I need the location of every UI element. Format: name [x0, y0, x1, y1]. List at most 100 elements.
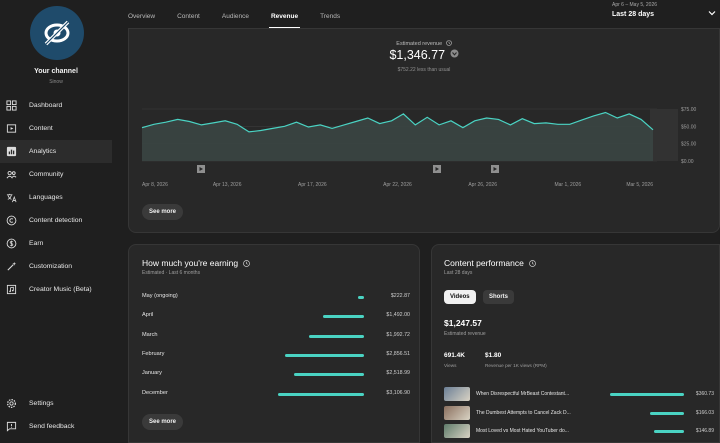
earnings-month: April: [142, 312, 154, 319]
earnings-row: January $2,518.99: [142, 370, 410, 380]
sidebar-item-label: Send feedback: [29, 423, 75, 430]
performance-subtitle: Last 28 days: [444, 270, 473, 276]
sidebar-item-content[interactable]: Content: [0, 117, 112, 140]
channel-name: Your channel: [34, 68, 78, 75]
music-icon: [6, 284, 17, 295]
tab-overview[interactable]: Overview: [128, 13, 156, 20]
sidebar-item-label: Content detection: [29, 217, 83, 224]
earnings-subtitle: Estimated · Last 6 months: [142, 270, 201, 276]
earnings-bar: [357, 296, 364, 299]
video-thumbnail[interactable]: [444, 387, 470, 401]
chip-videos[interactable]: Videos: [444, 290, 476, 304]
x-tick-label: Apr 13, 2026: [213, 182, 242, 188]
video-title[interactable]: The Dumbest Attempts to Cancel Zack D...: [476, 409, 571, 416]
sidebar-item-languages[interactable]: Languages: [0, 186, 112, 209]
sidebar-item-community[interactable]: Community: [0, 163, 112, 186]
date-range-text[interactable]: Apr 6 – May 5, 2026: [612, 2, 658, 8]
gear-icon: [7, 399, 16, 408]
estimated-revenue-value: $1,346.77: [129, 48, 719, 62]
y-axis-ticks: $75.00 $50.00 $25.00 $0.00: [681, 107, 697, 165]
earnings-month: March: [142, 331, 158, 338]
video-thumbnail[interactable]: [444, 405, 470, 420]
sidebar-item-label: Earn: [29, 240, 44, 247]
sidebar-item-send-feedback[interactable]: Send feedback: [0, 415, 112, 438]
estimated-revenue-label-text: Estimated revenue: [396, 41, 443, 47]
video-marker-icon[interactable]: [197, 165, 205, 173]
earnings-bar: [278, 392, 364, 396]
decrease-indicator-icon: [450, 49, 459, 58]
sidebar-item-label: Analytics: [29, 148, 57, 155]
sidebar-item-label: Languages: [29, 194, 63, 201]
performance-title: Content performance: [444, 258, 536, 268]
info-icon[interactable]: [445, 40, 452, 46]
earnings-card: How much you're earning Estimated · Last…: [128, 244, 420, 443]
see-more-revenue-button[interactable]: See more: [142, 204, 184, 220]
earnings-value: $3,106.90: [386, 389, 410, 396]
earnings-month: January: [142, 370, 162, 377]
x-tick-label: Apr 17, 2026: [298, 182, 327, 188]
sidebar: Your channel Sinow Dashboard Content Ana…: [0, 0, 118, 443]
revenue-comparison: $752.22 less than usual: [397, 67, 451, 73]
x-tick-label: Mar 1, 2026: [554, 182, 581, 188]
video-marker-icon[interactable]: [433, 165, 441, 173]
video-marker-icon[interactable]: [491, 165, 499, 173]
video-row[interactable]: Most Loved vs Most Hated YouTuber do... $…: [444, 424, 714, 438]
x-tick-label: Mar 5, 2026: [626, 182, 653, 188]
avatar[interactable]: [30, 6, 84, 60]
y-tick-label: $75.00: [681, 107, 697, 113]
earnings-value: $1,992.72: [386, 331, 410, 338]
x-tick-label: Apr 22, 2026: [383, 182, 412, 188]
tab-audience[interactable]: Audience: [221, 13, 249, 20]
chip-shorts[interactable]: Shorts: [483, 290, 515, 304]
info-icon[interactable]: [529, 259, 536, 267]
video-revenue-value: $146.89: [695, 428, 714, 434]
see-more-earnings-button[interactable]: See more: [142, 414, 184, 430]
sidebar-item-label: Community: [29, 171, 64, 178]
video-row[interactable]: The Dumbest Attempts to Cancel Zack D...…: [444, 405, 714, 420]
revenue-area-fill: [142, 112, 653, 161]
performance-title-text: Content performance: [444, 258, 524, 268]
earnings-row: February $2,856.51: [142, 351, 410, 361]
info-icon[interactable]: [243, 259, 250, 267]
sidebar-item-label: Customization: [29, 263, 73, 270]
tab-trends[interactable]: Trends: [320, 13, 341, 20]
earnings-row: December $3,106.90: [142, 390, 410, 400]
revenue-area-chart[interactable]: $75.00 $50.00 $25.00 $0.00 Apr 8, 2026 Apr 1…: [129, 29, 720, 204]
earnings-value: $2,518.99: [386, 370, 410, 377]
sidebar-item-analytics[interactable]: Analytics: [0, 140, 112, 163]
partial-data-region: [650, 109, 678, 161]
sidebar-item-dashboard[interactable]: Dashboard: [0, 94, 112, 117]
video-row[interactable]: When Disrespectful MrBeast Contestant...…: [444, 387, 714, 401]
sidebar-item-earn[interactable]: Earn: [0, 232, 112, 255]
sidebar-item-customization[interactable]: Customization: [0, 255, 112, 278]
video-revenue-bar: [610, 393, 684, 396]
sidebar-item-creator-music[interactable]: Creator Music (Beta): [0, 278, 112, 301]
copyright-icon: [6, 215, 17, 226]
content-icon: [6, 124, 17, 133]
tab-content[interactable]: Content: [177, 13, 200, 20]
earnings-value: $2,856.51: [386, 350, 410, 357]
video-title[interactable]: Most Loved vs Most Hated YouTuber do...: [476, 428, 569, 434]
y-tick-label: $25.00: [681, 142, 697, 148]
sidebar-item-content-detection[interactable]: Content detection: [0, 209, 112, 232]
earnings-row: May (ongoing) $222.87: [142, 293, 410, 303]
sidebar-item-settings[interactable]: Settings: [0, 392, 112, 415]
video-markers: [197, 165, 499, 173]
video-revenue-value: $360.73: [695, 391, 714, 397]
earnings-row: March $1,992.72: [142, 332, 410, 342]
earnings-row: April $1,492.00: [142, 312, 410, 322]
date-range-label[interactable]: Last 28 days: [612, 11, 655, 18]
earnings-month: December: [142, 389, 168, 396]
video-thumbnail[interactable]: [444, 424, 470, 438]
x-tick-label: Apr 8, 2026: [142, 182, 168, 188]
x-axis-ticks: Apr 8, 2026 Apr 13, 2026 Apr 17, 2026 Apr 2…: [142, 182, 653, 188]
earnings-bar: [308, 334, 364, 338]
chevron-down-icon[interactable]: [708, 9, 716, 17]
video-revenue-value: $166.03: [695, 409, 714, 416]
video-revenue-bar: [653, 430, 684, 433]
video-title[interactable]: When Disrespectful MrBeast Contestant...: [476, 391, 570, 397]
earnings-bar: [322, 315, 364, 319]
performance-total-label: Estimated revenue: [444, 331, 486, 337]
tab-revenue[interactable]: Revenue: [268, 0, 301, 30]
earnings-value: $222.87: [390, 293, 410, 299]
